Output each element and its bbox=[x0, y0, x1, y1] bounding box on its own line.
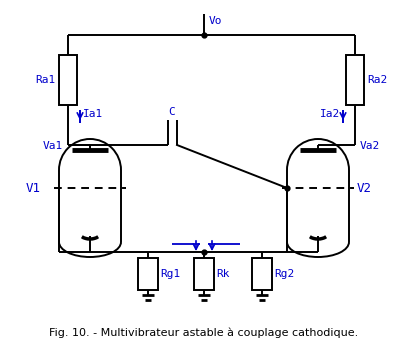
Text: Ra1: Ra1 bbox=[36, 75, 56, 85]
Text: Ia2: Ia2 bbox=[320, 109, 340, 119]
Text: Vo: Vo bbox=[209, 16, 222, 26]
Text: C: C bbox=[169, 107, 175, 117]
Bar bbox=[59, 55, 77, 105]
Text: Rg1: Rg1 bbox=[160, 269, 180, 279]
Text: Rk: Rk bbox=[216, 269, 229, 279]
Bar bbox=[252, 258, 272, 290]
Text: V1: V1 bbox=[26, 182, 41, 195]
Text: Fig. 10. - Multivibrateur astable à couplage cathodique.: Fig. 10. - Multivibrateur astable à coup… bbox=[49, 328, 359, 338]
Text: Va2: Va2 bbox=[360, 141, 380, 151]
Bar bbox=[346, 55, 364, 105]
Bar bbox=[138, 258, 158, 290]
Bar bbox=[194, 258, 214, 290]
Text: Rg2: Rg2 bbox=[274, 269, 294, 279]
Text: V2: V2 bbox=[357, 182, 372, 195]
Text: Ra2: Ra2 bbox=[367, 75, 387, 85]
Text: Va1: Va1 bbox=[43, 141, 63, 151]
Text: Ia1: Ia1 bbox=[83, 109, 103, 119]
